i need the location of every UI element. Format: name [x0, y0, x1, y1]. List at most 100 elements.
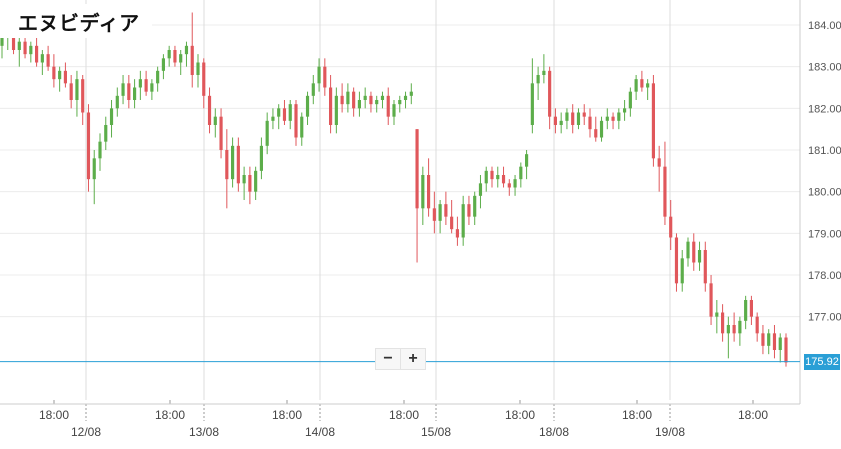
candle-body	[277, 108, 281, 117]
x-date-label: 14/08	[305, 425, 335, 439]
candle-body	[346, 91, 350, 105]
candle-body	[738, 320, 742, 334]
candle-body	[196, 62, 200, 75]
candle-body	[150, 83, 154, 92]
candle-body	[576, 112, 581, 125]
candle-body	[478, 183, 483, 196]
zoom-in-button[interactable]: +	[400, 349, 425, 369]
candle-body	[594, 129, 598, 138]
candle-body	[109, 108, 114, 125]
candle-body	[611, 116, 615, 121]
candle-body	[98, 141, 102, 159]
candle-body	[513, 179, 517, 188]
candle-body	[305, 95, 310, 117]
candle-body	[173, 50, 177, 63]
x-date-label: 19/08	[655, 425, 685, 439]
candle-body	[375, 100, 379, 105]
candle-body	[231, 145, 235, 180]
candle-body	[721, 312, 725, 334]
candle-body	[369, 95, 373, 105]
candle-body	[46, 54, 50, 67]
candle-body	[323, 66, 327, 88]
candle-body	[444, 204, 448, 217]
candle-body	[69, 83, 73, 100]
y-tick-label: 184.00	[808, 20, 841, 32]
candle-body	[697, 250, 702, 263]
candle-body	[225, 150, 229, 180]
candle-body	[248, 175, 252, 192]
candle-body	[473, 195, 477, 217]
candle-body	[104, 125, 108, 142]
candle-body	[703, 250, 707, 284]
candle-body	[58, 70, 62, 80]
candle-body	[640, 79, 644, 88]
candle-body	[628, 91, 632, 109]
candle-body	[617, 112, 621, 121]
candle-body	[179, 54, 183, 63]
candle-body	[588, 116, 592, 130]
candle-body	[415, 129, 419, 209]
candle-body	[484, 170, 488, 184]
candle-body	[726, 325, 730, 334]
candle-body	[761, 333, 765, 346]
x-time-label: 18:00	[272, 408, 302, 422]
y-tick-label: 182.00	[808, 103, 841, 115]
candle-body	[311, 83, 315, 96]
x-date-label: 13/08	[189, 425, 219, 439]
candle-body	[646, 83, 650, 88]
candle-body	[17, 41, 21, 50]
candle-body	[340, 95, 344, 105]
candle-body	[403, 95, 408, 100]
candle-body	[530, 83, 534, 125]
x-time-label: 18:00	[389, 408, 419, 422]
candle-body	[265, 120, 269, 146]
candle-body	[496, 175, 500, 180]
candle-body	[536, 75, 540, 84]
x-time-label: 18:00	[505, 408, 535, 422]
candle-body	[409, 91, 413, 96]
candle-body	[432, 208, 436, 221]
candle-body	[755, 316, 759, 334]
candle-body	[11, 29, 16, 50]
candle-body	[23, 41, 27, 55]
candle-body	[709, 283, 713, 317]
candle-body	[692, 241, 696, 263]
zoom-controls: − +	[375, 348, 426, 370]
candle-body	[282, 108, 287, 121]
candle-body	[686, 241, 690, 259]
x-time-label: 18:00	[622, 408, 652, 422]
candle-body	[778, 337, 782, 350]
y-tick-label: 178.00	[808, 270, 841, 282]
candle-body	[167, 50, 171, 59]
candle-body	[259, 145, 263, 171]
candle-body	[421, 175, 425, 209]
candle-body	[386, 95, 390, 117]
candle-body	[582, 112, 586, 117]
candle-body	[571, 112, 575, 125]
candle-body	[507, 183, 511, 188]
candle-body	[427, 175, 431, 209]
candle-body	[138, 79, 142, 88]
candle-body	[190, 45, 194, 75]
candle-body	[450, 216, 454, 230]
candle-body	[767, 333, 771, 346]
candle-body	[542, 70, 546, 75]
candle-body	[565, 112, 569, 121]
candle-body	[548, 70, 552, 117]
candle-body	[121, 83, 125, 96]
candle-body	[86, 112, 91, 180]
x-time-label: 18:00	[738, 408, 768, 422]
candle-body	[657, 158, 661, 167]
candle-body	[490, 170, 494, 180]
candle-body	[744, 300, 748, 321]
candle-body	[352, 91, 356, 109]
candle-body	[29, 45, 33, 55]
candle-body	[75, 79, 79, 100]
zoom-out-button[interactable]: −	[383, 350, 393, 367]
candle-body	[52, 66, 56, 80]
current-price-label: 175.92	[804, 353, 840, 370]
candle-body	[81, 79, 85, 113]
candle-body	[461, 204, 465, 238]
candle-body	[236, 145, 240, 184]
